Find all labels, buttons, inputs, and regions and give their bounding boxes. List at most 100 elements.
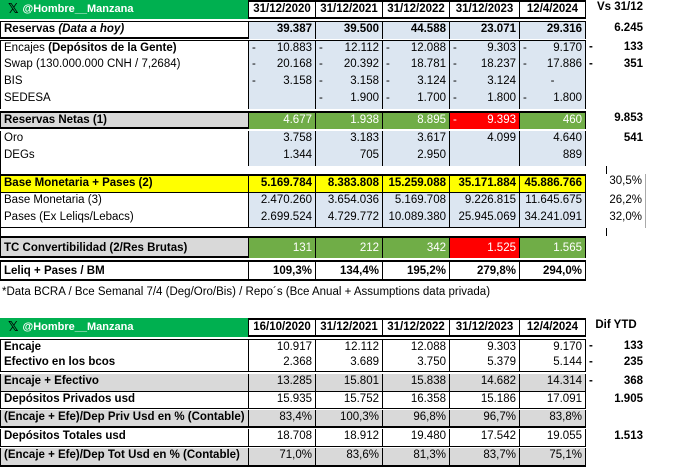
cell-value: 39.500 [315, 21, 382, 39]
brand-handle: @Hombre__Manzana [22, 321, 134, 333]
cell-value: 35.171.884 [449, 174, 519, 193]
cell-value: 4.677 [248, 111, 315, 129]
cell-value: 14.682 [449, 374, 519, 392]
cell-value: 1.800 [553, 92, 582, 104]
cell-value: 889 [519, 148, 586, 166]
cell-value: 1.900 [350, 92, 379, 104]
cell-value: 29.316 [519, 21, 586, 39]
cell-value: 100,3% [315, 410, 382, 428]
cell-value: 3.124 [417, 75, 446, 87]
col-header: 31/12/2022 [382, 0, 449, 19]
cell-value: 3.758 [248, 131, 315, 148]
cell-value: 1.344 [248, 148, 315, 166]
x-logo-icon: 𝕏 [8, 320, 19, 335]
cell-value: 96,8% [382, 410, 449, 428]
cell-value: 12.112 [344, 42, 379, 54]
col-header: 31/12/2023 [449, 0, 519, 19]
col-header: 16/10/2020 [248, 318, 315, 337]
cell-value: 4.099 [449, 131, 519, 148]
row-label: (Encaje + Efe)/Dep Tot Usd en % (Contabl… [0, 448, 248, 467]
table-row: Swap (130.000.000 CNH / 7,2684) -20.168 … [0, 57, 680, 74]
cell-value: 9.170 [519, 339, 586, 355]
cell-value: 460 [519, 111, 586, 129]
cell-value: 195,2% [382, 260, 449, 281]
vs-value: 368 [623, 375, 643, 387]
table-row: Encajes (Depósitos de la Gente) -10.883 … [0, 40, 680, 57]
cell-value: 2.950 [382, 148, 449, 166]
table-row: Base Monetaria (3) 2.470.260 3.654.036 5… [0, 193, 680, 210]
cell-value: 3.654.036 [315, 193, 382, 210]
col-header: 31/12/2020 [248, 0, 315, 19]
vs-value: 133 [623, 340, 643, 352]
cell-value: 1.700 [417, 92, 446, 104]
table-row: Pases (Ex Leliqs/Lebacs) 2.699.524 4.729… [0, 210, 680, 228]
cell-value: 5.379 [449, 355, 519, 372]
cell-value: 3.617 [382, 131, 449, 148]
cell-value: 14.314 [519, 374, 586, 392]
vs-value: 235 [623, 356, 643, 368]
table-header: 𝕏 @Hombre__Manzana 16/10/2020 31/12/2021 … [0, 318, 680, 337]
cell-value: 212 [315, 236, 382, 258]
cell-value: 4.640 [519, 131, 586, 148]
table-row: Reservas Netas (1) 4.677 1.938 8.895 -9.… [0, 111, 680, 129]
cell-value: 75,1% [519, 448, 586, 467]
row-label: Pases (Ex Leliqs/Lebacs) [0, 210, 248, 228]
col-header: 31/12/2023 [449, 318, 519, 337]
cell-value: 44.588 [382, 21, 449, 39]
vs-value: 9.853 [614, 112, 643, 124]
cell-value: 15.259.088 [382, 174, 449, 193]
table-row: (Encaje + Efe)/Dep Tot Usd en % (Contabl… [0, 448, 680, 467]
table-header: 𝕏 @Hombre__Manzana 31/12/2020 31/12/2021 … [0, 0, 680, 19]
cell-value: 34.241.091 [519, 210, 586, 228]
brand-handle: @Hombre__Manzana [22, 3, 134, 15]
table-row: (Encaje + Efe)/Dep Priv Usd en % (Contab… [0, 410, 680, 428]
vs-value: 32,0% [586, 210, 646, 228]
row-gap [0, 166, 607, 174]
cell-value: 17.886 [546, 58, 582, 70]
col-header: 31/12/2021 [315, 0, 382, 19]
cell-value: 5.169.784 [248, 174, 315, 193]
cell-value: 12.088 [382, 339, 449, 355]
vs-value: 1.905 [614, 393, 643, 405]
cell-value: 1.565 [519, 236, 586, 258]
row-label: Oro [0, 131, 248, 148]
cell-value [449, 148, 519, 166]
cell-value: 131 [248, 236, 315, 258]
row-label: Swap (130.000.000 CNH / 7,2684) [0, 57, 248, 74]
table-row: DEGs 1.344 705 2.950 889 [0, 148, 680, 166]
cell-value: 19.055 [519, 429, 586, 447]
cell-value: 18.237 [480, 58, 516, 70]
table-row: SEDESA -1.900 -1.700 -1.800 -1.800 [0, 91, 680, 109]
vs-value: 6.245 [614, 22, 643, 34]
col-header: 31/12/2021 [315, 318, 382, 337]
cell-value: 45.886.766 [519, 174, 586, 193]
cell-value: 18.781 [410, 58, 446, 70]
row-label: SEDESA [0, 91, 248, 109]
cell-value: 1.800 [487, 92, 516, 104]
col-header: Vs 31/12 [586, 0, 646, 19]
cell-value: 9.170 [553, 42, 582, 54]
cell-value: 9.303 [449, 339, 519, 355]
cell-value: 294,0% [519, 260, 586, 281]
row-label: Reservas Netas (1) [0, 111, 248, 129]
row-label: Base Monetaria + Pases (2) [0, 174, 248, 193]
brand-banner: 𝕏 @Hombre__Manzana [0, 0, 248, 19]
table-row: Depósitos Privados usd 15.935 15.752 16.… [0, 392, 680, 409]
cell-value: 3.158 [283, 75, 312, 87]
cell-value: 19.480 [382, 429, 449, 447]
table-row: Oro 3.758 3.183 3.617 4.099 4.640 541 [0, 131, 680, 148]
vs-value: 30,5% [586, 174, 646, 193]
cell-value: 18.912 [315, 429, 382, 447]
cell-value: 20.168 [276, 58, 312, 70]
cell-value: 3.183 [315, 131, 382, 148]
cell-value: 15.186 [449, 392, 519, 409]
col-header: Dif YTD [586, 318, 646, 337]
vs-value: 541 [623, 132, 643, 144]
cell-value: 17.091 [519, 392, 586, 409]
cell-value: 16.358 [382, 392, 449, 409]
footnote: *Data BCRA / Bce Semanal 7/4 (Deg/Oro/Bi… [2, 286, 491, 298]
row-label: Leliq + Pases / BM [0, 260, 248, 281]
cell-value: 81,3% [382, 448, 449, 467]
table-row: TC Convertibilidad (2/Res Brutas) 131 21… [0, 236, 680, 258]
cell-value: 10.883 [276, 42, 312, 54]
